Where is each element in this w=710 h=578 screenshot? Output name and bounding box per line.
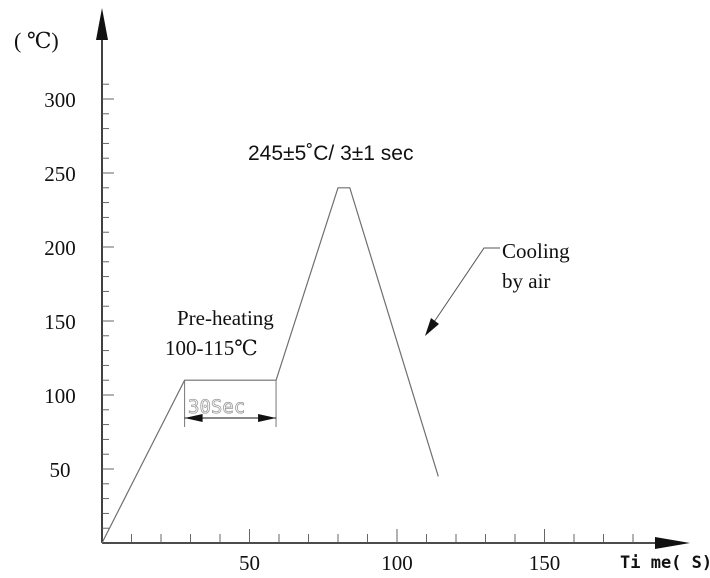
preheat-annotation-line1: Pre-heating (177, 306, 274, 330)
cooling-annotation-line1: Cooling (502, 239, 570, 263)
temperature-profile-line (101, 187, 439, 544)
cooling-leader-line (431, 247, 500, 326)
tick-marks: 50 100 150 200 250 300 50 100 150 (44, 83, 634, 575)
dwell-label: 30Sec (188, 396, 245, 418)
y-tick-label: 50 (50, 458, 71, 482)
y-axis-unit-label: ( ℃) (14, 28, 59, 53)
cooling-arrowhead (425, 318, 439, 336)
peak-annotation: 245±5˚C/ 3±1 sec (248, 142, 413, 165)
y-tick-label: 100 (44, 384, 76, 408)
profile-layer (101, 187, 500, 544)
x-axis-arrowhead (655, 537, 690, 549)
preheat-annotation-line2: 100-115℃ (165, 336, 258, 360)
cooling-annotation-line2: by air (502, 269, 550, 293)
y-tick-label: 150 (44, 310, 76, 334)
dwell-arrowhead-right (258, 414, 277, 422)
y-tick-label: 300 (44, 88, 76, 112)
x-axis-label: Ti me( S) (620, 553, 710, 573)
x-tick-label: 100 (381, 551, 413, 575)
dwell-arrowhead-left (184, 414, 203, 422)
x-tick-label: 50 (239, 551, 260, 575)
y-axis-arrowhead (96, 8, 108, 40)
axes (96, 8, 690, 549)
y-tick-label: 200 (44, 236, 76, 260)
x-tick-label: 150 (529, 551, 561, 575)
y-tick-label: 250 (44, 162, 76, 186)
